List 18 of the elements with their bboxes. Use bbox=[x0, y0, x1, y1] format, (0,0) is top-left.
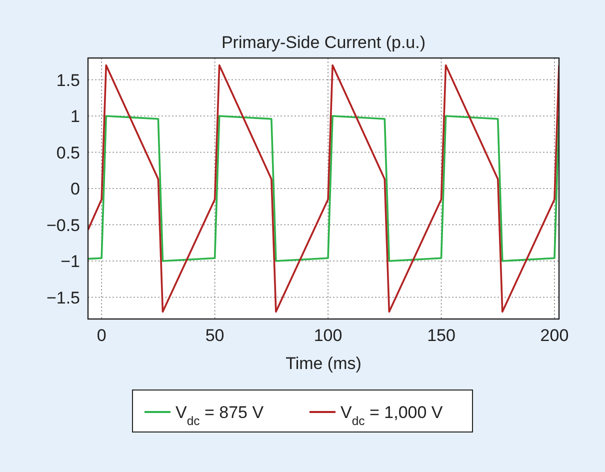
legend-label: V$_{dc}$ = 1,000 V bbox=[340, 403, 444, 428]
x-tick-label: 200 bbox=[540, 326, 569, 345]
y-tick-label: −0.5 bbox=[46, 216, 80, 235]
y-tick-label: −1.5 bbox=[46, 288, 80, 308]
y-tick-label: 1.5 bbox=[56, 70, 80, 90]
y-tick-label: 1 bbox=[70, 107, 80, 126]
line-series bbox=[88, 64, 559, 313]
y-tick-label: 0 bbox=[70, 180, 80, 198]
x-tick-label: 50 bbox=[205, 326, 224, 345]
line-series bbox=[88, 115, 559, 262]
y-tick-label: −1 bbox=[60, 252, 80, 271]
chart-title: Primary-Side Current (p.u.) bbox=[221, 33, 426, 52]
x-tick-label: 100 bbox=[314, 326, 342, 345]
x-tick-label: 150 bbox=[427, 326, 456, 345]
y-tick-label: 0.5 bbox=[56, 143, 80, 162]
x-axis-title: Time (ms) bbox=[286, 354, 362, 373]
legend-label: V$_{dc}$ = 875 V bbox=[176, 403, 264, 428]
x-tick-label: 0 bbox=[96, 326, 106, 345]
